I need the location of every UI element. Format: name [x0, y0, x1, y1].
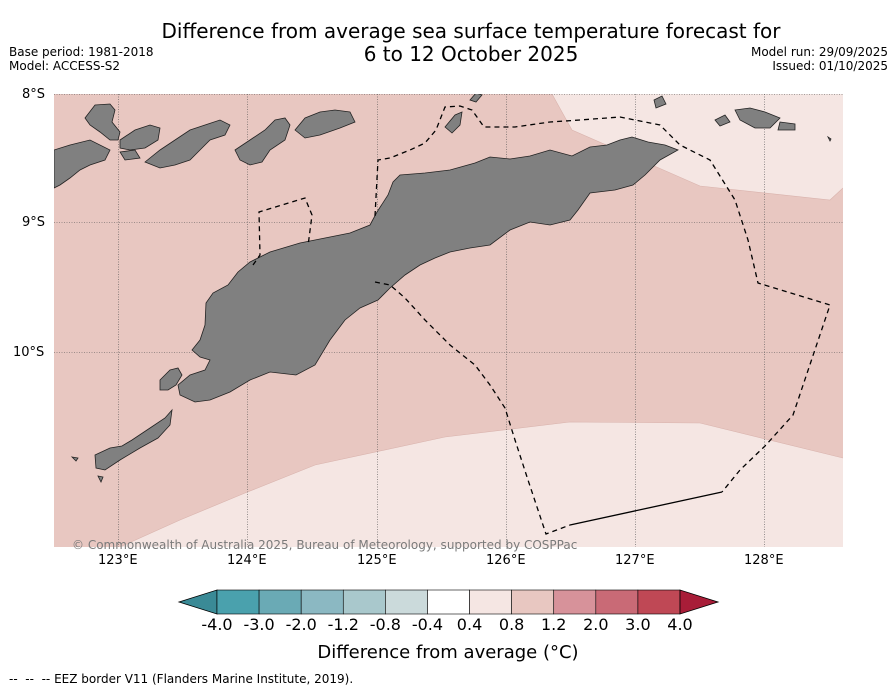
- colorbar-tick-label: 3.0: [625, 615, 651, 634]
- moa-island: [714, 114, 731, 127]
- colorbar-segment: [595, 589, 639, 615]
- colorbar-segment: [258, 589, 302, 615]
- atauro-island: [234, 117, 291, 166]
- lon-label-125e: 125°E: [357, 553, 397, 568]
- colorbar-arrow-high: [679, 589, 720, 615]
- colorbar-segment: [553, 589, 597, 615]
- colorbar-segment: [637, 589, 681, 615]
- colorbar-segment: [342, 589, 386, 615]
- lat-label-9s: 9°S: [22, 215, 46, 230]
- lembata-island: [84, 103, 121, 141]
- colorbar-segment: [385, 589, 428, 615]
- model-name: Model: ACCESS-S2: [9, 59, 121, 73]
- leti-island: [734, 107, 781, 129]
- eez-legend: -- -- -- EEZ border V11 (Flanders Marine…: [9, 672, 353, 686]
- sawu-island: [94, 408, 173, 471]
- eez-legend-line-icon: -- -- --: [9, 672, 51, 686]
- colorbar-arrow-low: [177, 589, 218, 615]
- chart-title-line1: Difference from average sea surface temp…: [161, 19, 781, 43]
- colorbar-title: Difference from average (°C): [317, 642, 579, 663]
- flores-east: [54, 139, 111, 189]
- colorbar-tick-label: 4.0: [667, 615, 693, 634]
- timor-island: [177, 136, 679, 403]
- anomaly-band-0.4-0.8-south: [54, 422, 843, 547]
- base-period: Base period: 1981-2018: [9, 45, 154, 59]
- colorbar-tick-label: -0.4: [411, 615, 444, 634]
- colorbar-tick-label: 2.0: [583, 615, 609, 634]
- colorbar-tick-label: -1.2: [327, 615, 359, 634]
- lon-label-128e: 128°E: [744, 553, 784, 568]
- eez-legend-text: EEZ border V11 (Flanders Marine Institut…: [54, 672, 354, 686]
- colorbar-segment: [216, 589, 260, 615]
- copyright-text: © Commonwealth of Australia 2025, Bureau…: [72, 538, 578, 552]
- romang-island: [653, 95, 667, 109]
- lon-label-126e: 126°E: [486, 553, 526, 568]
- lon-label-127e: 127°E: [615, 553, 655, 568]
- colorbar-segment: [300, 589, 344, 615]
- chart-title-line2: 6 to 12 October 2025: [363, 42, 579, 66]
- lon-label-123e: 123°E: [98, 553, 138, 568]
- eez-border-solid: [569, 491, 723, 526]
- lon-label-124e: 124°E: [227, 553, 267, 568]
- lat-label-8s: 8°S: [22, 87, 46, 102]
- colorbar-tick-label: -0.8: [369, 615, 401, 634]
- model-run: Model run: 29/09/2025: [750, 45, 888, 59]
- colorbar-tick-label: 0.4: [456, 615, 483, 634]
- wetar-east: [444, 111, 463, 134]
- colorbar-tick-label: 1.2: [540, 615, 567, 634]
- alor-island: [144, 119, 231, 169]
- rote-island: [159, 367, 183, 391]
- colorbar-segment: [427, 589, 470, 615]
- eez-border: [252, 105, 831, 535]
- wetar-island: [294, 109, 356, 139]
- colorbar-tick-label: -2.0: [285, 615, 317, 634]
- issued-date: Issued: 01/10/2025: [772, 59, 888, 73]
- lat-label-10s: 10°S: [13, 345, 45, 360]
- lakor-island: [777, 121, 796, 131]
- colorbar-tick-label: 0.8: [498, 615, 525, 634]
- pantar-island: [119, 124, 161, 151]
- colorbar-tick-label: -3.0: [243, 615, 275, 634]
- colorbar-segment: [511, 589, 555, 615]
- colorbar-tick-label: -4.0: [201, 615, 233, 634]
- land: [54, 94, 832, 483]
- colorbar-segment: [469, 589, 512, 615]
